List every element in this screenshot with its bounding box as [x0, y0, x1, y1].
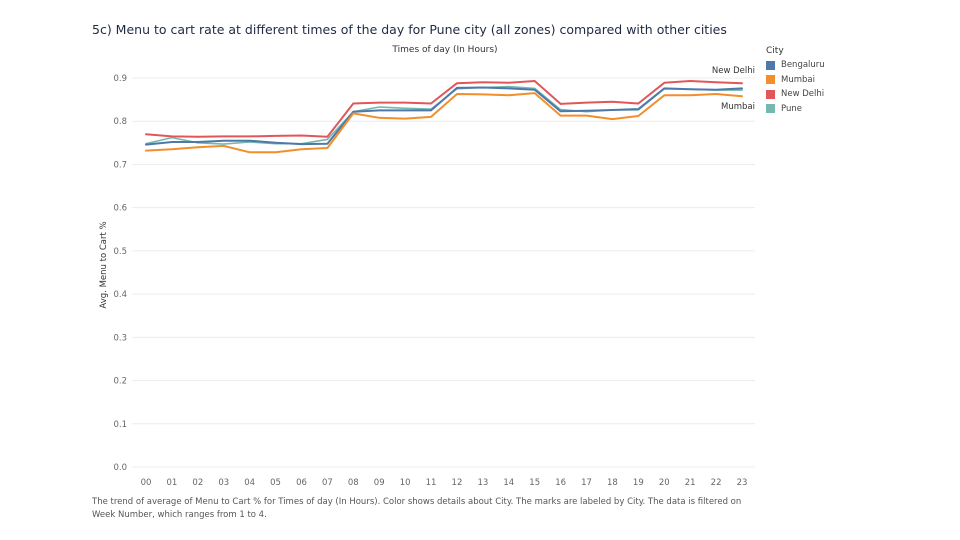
- x-tick-label: 01: [166, 478, 177, 488]
- x-tick-label: 23: [737, 478, 748, 488]
- x-tick-label: 04: [244, 478, 255, 488]
- y-tick-label: 0.1: [113, 420, 127, 430]
- x-tick-label: 02: [192, 478, 203, 488]
- y-tick-label: 0.3: [113, 333, 127, 343]
- y-tick-label: 0.4: [113, 290, 127, 300]
- x-tick-label: 03: [218, 478, 229, 488]
- y-tick-label: 0.0: [113, 463, 127, 473]
- y-tick-label: 0.7: [113, 160, 127, 170]
- x-tick-label: 22: [711, 478, 722, 488]
- legend-item-mumbai[interactable]: Mumbai: [766, 73, 825, 88]
- y-axis-ticks: 0.0 0.1 0.2 0.3 0.4 0.5 0.6 0.7 0.8 0.9: [113, 74, 127, 473]
- y-tick-label: 0.2: [113, 377, 127, 387]
- legend-label: New Delhi: [781, 89, 825, 100]
- mark-label-mumbai: Mumbai: [721, 102, 755, 112]
- y-tick-label: 0.6: [113, 204, 127, 214]
- legend-swatch: [766, 75, 775, 85]
- y-tick-label: 0.8: [113, 117, 127, 127]
- x-tick-label: 00: [141, 478, 152, 488]
- legend-swatch: [766, 104, 775, 114]
- legend-swatch: [766, 89, 775, 99]
- mark-label-new-delhi: New Delhi: [712, 66, 755, 76]
- x-tick-label: 11: [426, 478, 437, 488]
- x-axis-title: Times of day (In Hours): [392, 45, 498, 55]
- x-tick-label: 09: [374, 478, 385, 488]
- legend: City Bengaluru Mumbai New Delhi Pune: [766, 46, 825, 116]
- series-line-mumbai[interactable]: [145, 92, 743, 154]
- x-tick-label: 14: [503, 478, 514, 488]
- x-tick-label: 10: [400, 478, 411, 488]
- chart-title: 5c) Menu to cart rate at different times…: [92, 22, 727, 37]
- legend-title: City: [766, 46, 784, 56]
- mark-labels: New Delhi Mumbai: [712, 66, 755, 112]
- legend-label: Mumbai: [781, 74, 815, 85]
- series-lines: [145, 80, 743, 154]
- chart-caption: The trend of average of Menu to Cart % f…: [92, 497, 742, 520]
- x-tick-label: 06: [296, 478, 307, 488]
- x-tick-label: 16: [555, 478, 566, 488]
- x-tick-label: 18: [607, 478, 618, 488]
- x-tick-label: 19: [633, 478, 644, 488]
- y-tick-label: 0.5: [113, 247, 127, 257]
- x-tick-label: 20: [659, 478, 670, 488]
- series-line-new-delhi[interactable]: [145, 80, 743, 138]
- x-tick-label: 07: [322, 478, 333, 488]
- x-tick-label: 21: [685, 478, 696, 488]
- legend-swatch: [766, 60, 775, 70]
- y-axis-title: Avg. Menu to Cart %: [99, 221, 109, 308]
- x-tick-label: 12: [452, 478, 463, 488]
- legend-item-pune[interactable]: Pune: [766, 102, 825, 117]
- legend-item-new-delhi[interactable]: New Delhi: [766, 87, 825, 102]
- x-tick-label: 17: [581, 478, 592, 488]
- series-line-bengaluru[interactable]: [145, 86, 743, 146]
- x-tick-label: 13: [477, 478, 488, 488]
- legend-item-bengaluru[interactable]: Bengaluru: [766, 58, 825, 73]
- legend-label: Bengaluru: [781, 60, 825, 71]
- x-tick-label: 15: [529, 478, 540, 488]
- y-tick-label: 0.9: [113, 74, 127, 84]
- legend-label: Pune: [781, 103, 802, 114]
- gridlines: [132, 77, 755, 468]
- x-axis-ticks: 00 01 02 03 04 05 06 07 08 09 10 11 12 13 14 15 16 17 18 19…: [141, 478, 748, 488]
- x-tick-label: 05: [270, 478, 281, 488]
- x-tick-label: 08: [348, 478, 359, 488]
